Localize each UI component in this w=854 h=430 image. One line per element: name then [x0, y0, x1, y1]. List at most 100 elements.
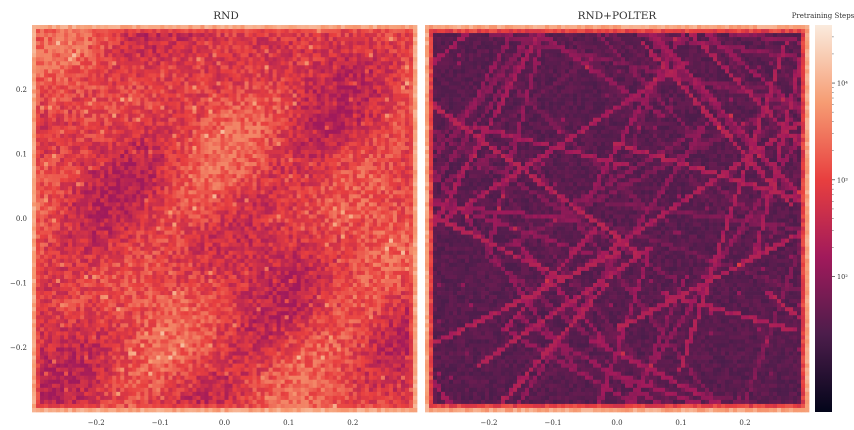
heatmap-cell	[152, 174, 157, 179]
heatmap-cell	[100, 53, 105, 58]
heatmap-cell	[112, 41, 117, 46]
heatmap-cell	[396, 162, 402, 167]
heatmap-cell	[364, 141, 370, 147]
heatmap-cell	[60, 218, 65, 223]
heatmap-cell	[372, 182, 378, 187]
heatmap-cell	[88, 53, 93, 58]
heatmap-cell	[256, 210, 261, 215]
heatmap-cell	[264, 105, 269, 111]
heatmap-cell	[248, 89, 253, 94]
heatmap-cell	[324, 206, 330, 211]
heatmap-cell	[228, 218, 233, 223]
heatmap-cell	[196, 137, 201, 143]
heatmap-cell	[164, 129, 169, 135]
heatmap-cell	[60, 81, 65, 86]
heatmap-cell	[112, 170, 117, 175]
heatmap-cell	[344, 29, 350, 34]
heatmap-cell	[372, 89, 378, 94]
heatmap-cell	[380, 73, 386, 78]
heatmap-cell	[136, 25, 141, 30]
heatmap-cell	[160, 202, 165, 207]
heatmap-cell	[248, 174, 253, 179]
heatmap-cell	[108, 125, 113, 131]
heatmap-cell	[256, 45, 261, 50]
heatmap-cell	[248, 113, 253, 119]
heatmap-cell	[308, 61, 314, 66]
heatmap-cell	[116, 113, 121, 119]
heatmap-cell	[276, 133, 281, 139]
heatmap-cell	[208, 85, 213, 90]
heatmap-cell	[196, 65, 201, 70]
heatmap-cell	[176, 121, 181, 127]
heatmap-cell	[248, 170, 253, 175]
heatmap-cell	[132, 214, 137, 219]
heatmap-cell	[376, 222, 382, 227]
heatmap-cell	[352, 174, 358, 179]
heatmap-cell	[224, 45, 229, 50]
heatmap-cell	[120, 154, 125, 159]
heatmap-cell	[68, 162, 73, 167]
heatmap-cell	[408, 145, 414, 151]
heatmap-cell	[96, 65, 101, 70]
heatmap-cell	[204, 218, 209, 223]
heatmap-cell	[292, 133, 298, 139]
heatmap-cell	[76, 61, 81, 66]
heatmap-cell	[92, 45, 97, 50]
heatmap-cell	[120, 61, 125, 66]
heatmap-cell	[292, 73, 298, 78]
heatmap-cell	[288, 97, 294, 102]
heatmap-cell	[52, 141, 57, 147]
heatmap-cell	[344, 117, 350, 123]
heatmap-cell	[168, 89, 173, 94]
heatmap-cell	[128, 109, 133, 115]
heatmap-cell	[212, 202, 217, 207]
heatmap-cell	[148, 202, 153, 207]
heatmap-cell	[236, 105, 241, 111]
heatmap-cell	[232, 85, 237, 90]
heatmap-cell	[280, 101, 286, 106]
heatmap-cell	[156, 57, 161, 62]
heatmap-cell	[408, 194, 414, 199]
heatmap-cell	[268, 141, 273, 147]
heatmap-cell	[224, 117, 229, 123]
heatmap-cell	[84, 174, 89, 179]
heatmap-cell	[392, 37, 398, 42]
heatmap-cell	[192, 170, 197, 175]
heatmap-cell	[188, 174, 193, 179]
heatmap-cell	[108, 33, 113, 38]
heatmap-cell	[136, 121, 141, 127]
heatmap-cell	[212, 81, 217, 86]
heatmap-cell	[328, 182, 334, 187]
heatmap-cell	[36, 190, 41, 195]
heatmap-cell	[316, 141, 322, 147]
heatmap-cell	[352, 133, 358, 139]
heatmap-cell	[180, 230, 185, 235]
heatmap-cell	[320, 190, 326, 195]
heatmap-cell	[188, 101, 193, 106]
heatmap-cell	[64, 174, 69, 179]
heatmap-cell	[352, 73, 358, 78]
heatmap-cell	[284, 166, 290, 171]
heatmap-cell	[152, 49, 157, 54]
heatmap-cell	[240, 25, 245, 30]
heatmap-cell	[64, 25, 69, 30]
heatmap-cell	[196, 210, 201, 215]
heatmap-cell	[168, 25, 173, 30]
heatmap-cell	[100, 154, 105, 159]
heatmap-cell	[84, 202, 89, 207]
heatmap-cell	[172, 77, 177, 82]
heatmap-cell	[268, 194, 273, 199]
heatmap-cell	[56, 174, 61, 179]
heatmap-cell	[180, 93, 185, 98]
heatmap-cell	[176, 133, 181, 139]
heatmap-cell	[280, 222, 286, 227]
heatmap-cell	[344, 230, 350, 235]
heatmap-cell	[48, 29, 53, 34]
heatmap-cell	[336, 89, 342, 94]
heatmap-cell	[84, 145, 89, 151]
heatmap-cell	[340, 145, 346, 151]
heatmap-cell	[128, 154, 133, 159]
heatmap-cell	[96, 61, 101, 66]
heatmap-cell	[144, 129, 149, 135]
heatmap-cell	[272, 206, 277, 211]
